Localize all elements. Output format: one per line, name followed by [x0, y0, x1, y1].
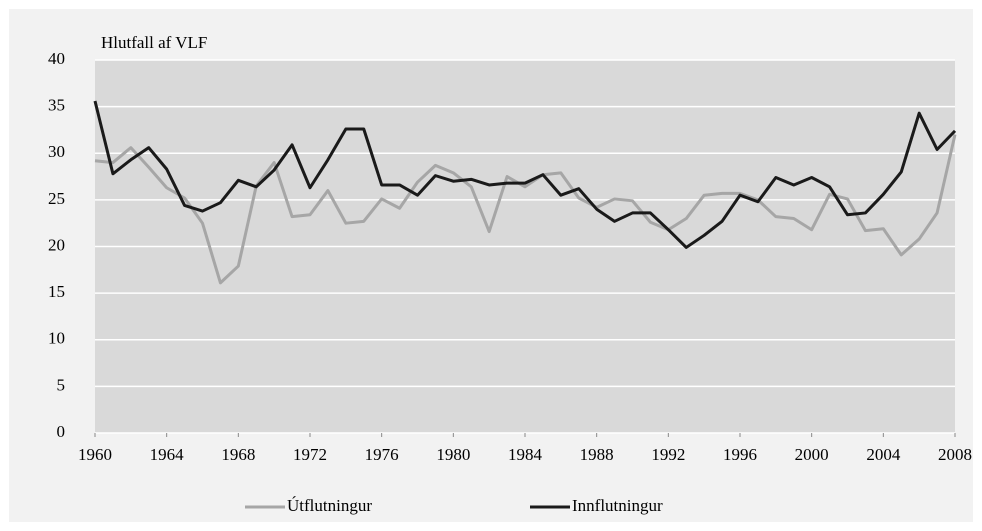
y-tick-label: 0 [57, 422, 66, 441]
x-tick-label: 2008 [938, 445, 972, 464]
y-tick-label: 30 [48, 142, 65, 161]
x-tick-label: 1988 [580, 445, 614, 464]
y-tick-label: 20 [48, 235, 65, 254]
x-tick-label: 1992 [651, 445, 685, 464]
x-tick-label: 1976 [365, 445, 399, 464]
y-axis-label: Hlutfall af VLF [101, 33, 207, 52]
x-tick-label: 2000 [795, 445, 829, 464]
x-tick-label: 1968 [221, 445, 255, 464]
x-tick-label: 1996 [723, 445, 757, 464]
legend-label: Innflutningur [572, 496, 663, 515]
line [94, 134, 957, 285]
x-tick-label: 1972 [293, 445, 327, 464]
legend-label: Útflutningur [287, 496, 372, 515]
y-tick-label: 35 [48, 96, 65, 115]
line [93, 100, 957, 249]
x-tick-label: 2004 [866, 445, 901, 464]
x-tick-label: 1964 [150, 445, 185, 464]
y-tick-label: 15 [48, 282, 65, 301]
x-tick-label: 1984 [508, 445, 543, 464]
y-tick-label: 5 [57, 375, 66, 394]
y-tick-label: 25 [48, 189, 65, 208]
x-tick-label: 1960 [78, 445, 112, 464]
y-tick-label: 40 [48, 49, 65, 68]
y-tick-label: 10 [48, 329, 65, 348]
x-tick-label: 1980 [436, 445, 470, 464]
